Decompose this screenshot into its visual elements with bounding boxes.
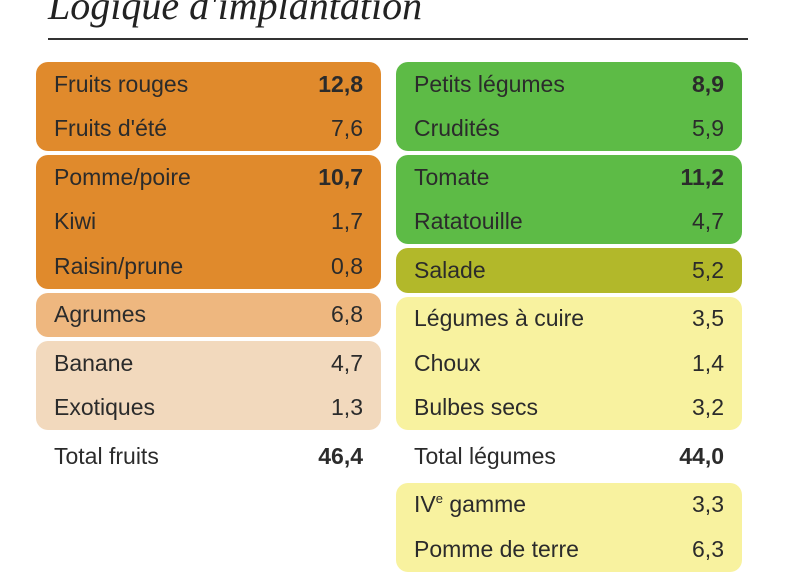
row-value: 5,9 xyxy=(692,115,724,142)
row-value: 3,2 xyxy=(692,394,724,421)
row-value: 7,6 xyxy=(331,115,363,142)
row-value: 6,8 xyxy=(331,301,363,328)
legumes-group-other: IVe gamme 3,3 Pomme de terre 6,3 xyxy=(396,482,742,572)
row-value: 11,2 xyxy=(680,163,725,190)
row-label-rest: gamme xyxy=(442,491,527,518)
row-value: 5,2 xyxy=(692,256,724,283)
row-label-prefix: IV xyxy=(414,491,436,518)
row-label: IVe gamme xyxy=(414,491,526,518)
fruits-group-orchard: Pomme/poire 10,7 Kiwi 1,7 Raisin/prune 0… xyxy=(36,155,381,289)
total-legumes-row: Total légumes 44,0 xyxy=(396,434,742,479)
legumes-group-tomato: Tomate 11,2 Ratatouille 4,7 xyxy=(396,155,742,244)
row-label: Pomme/poire xyxy=(54,163,191,190)
table-row: Kiwi 1,7 xyxy=(36,200,381,245)
table-row: Agrumes 6,8 xyxy=(36,293,381,338)
row-label: Salade xyxy=(414,256,486,283)
total-label: Total fruits xyxy=(54,442,159,469)
total-fruits-row: Total fruits 46,4 xyxy=(36,434,381,479)
table-row: Salade 5,2 xyxy=(396,248,742,293)
table-row: Pomme/poire 10,7 xyxy=(36,155,381,200)
row-value: 1,4 xyxy=(692,349,724,376)
row-label: Kiwi xyxy=(54,208,97,235)
table-row: IVe gamme 3,3 xyxy=(396,483,742,528)
row-value: 0,8 xyxy=(331,252,363,279)
table-row: Raisin/prune 0,8 xyxy=(36,244,381,289)
row-label: Tomate xyxy=(414,163,490,190)
fruits-group-exotic: Banane 4,7 Exotiques 1,3 xyxy=(36,341,381,430)
row-value: 8,9 xyxy=(692,70,724,97)
table-row: Petits légumes 8,9 xyxy=(396,62,742,107)
row-value: 1,7 xyxy=(331,208,363,235)
row-label: Légumes à cuire xyxy=(414,305,585,332)
row-value: 6,3 xyxy=(692,535,724,562)
total-value: 44,0 xyxy=(679,442,724,469)
row-label: Fruits rouges xyxy=(54,70,189,97)
table-row: Banane 4,7 xyxy=(36,341,381,386)
row-label: Banane xyxy=(54,349,134,376)
table-row: Crudités 5,9 xyxy=(396,107,742,152)
table-row: Fruits rouges 12,8 xyxy=(36,62,381,107)
table-row: Exotiques 1,3 xyxy=(36,386,381,431)
row-value: 4,7 xyxy=(692,208,724,235)
legumes-group-cooking: Légumes à cuire 3,5 Choux 1,4 Bulbes sec… xyxy=(396,296,742,431)
table-row: Bulbes secs 3,2 xyxy=(396,386,742,431)
table-row: Légumes à cuire 3,5 xyxy=(396,297,742,342)
table-row: Pomme de terre 6,3 xyxy=(396,527,742,572)
row-label: Fruits d'été xyxy=(54,115,168,142)
table-row: Tomate 11,2 xyxy=(396,155,742,200)
legumes-group-small: Petits légumes 8,9 Crudités 5,9 xyxy=(396,62,742,151)
row-value: 4,7 xyxy=(331,349,363,376)
row-label: Exotiques xyxy=(54,394,156,421)
row-value: 10,7 xyxy=(318,163,363,190)
row-label: Bulbes secs xyxy=(414,394,539,421)
fruits-column: Fruits rouges 12,8 Fruits d'été 7,6 Pomm… xyxy=(36,62,381,483)
fruits-group-citrus: Agrumes 6,8 xyxy=(36,292,381,338)
fruits-group-red-summer: Fruits rouges 12,8 Fruits d'été 7,6 xyxy=(36,62,381,151)
title-divider xyxy=(48,38,748,40)
row-label-sup: e xyxy=(435,491,443,507)
row-label: Agrumes xyxy=(54,301,147,328)
row-value: 1,3 xyxy=(331,394,363,421)
total-value: 46,4 xyxy=(318,442,363,469)
table-row: Choux 1,4 xyxy=(396,341,742,386)
row-label: Choux xyxy=(414,349,481,376)
total-label: Total légumes xyxy=(414,442,556,469)
row-label: Ratatouille xyxy=(414,208,523,235)
row-value: 3,5 xyxy=(692,305,724,332)
row-label: Raisin/prune xyxy=(54,252,184,279)
row-label: Pomme de terre xyxy=(414,535,579,562)
row-label: Crudités xyxy=(414,115,500,142)
table-row: Ratatouille 4,7 xyxy=(396,200,742,245)
row-value: 3,3 xyxy=(692,491,724,518)
row-label: Petits légumes xyxy=(414,70,565,97)
legumes-column: Petits légumes 8,9 Crudités 5,9 Tomate 1… xyxy=(396,62,742,576)
legumes-group-salad: Salade 5,2 xyxy=(396,248,742,293)
row-value: 12,8 xyxy=(318,70,363,97)
table-row: Fruits d'été 7,6 xyxy=(36,107,381,152)
page-title: Logique d'implantation xyxy=(48,0,423,28)
